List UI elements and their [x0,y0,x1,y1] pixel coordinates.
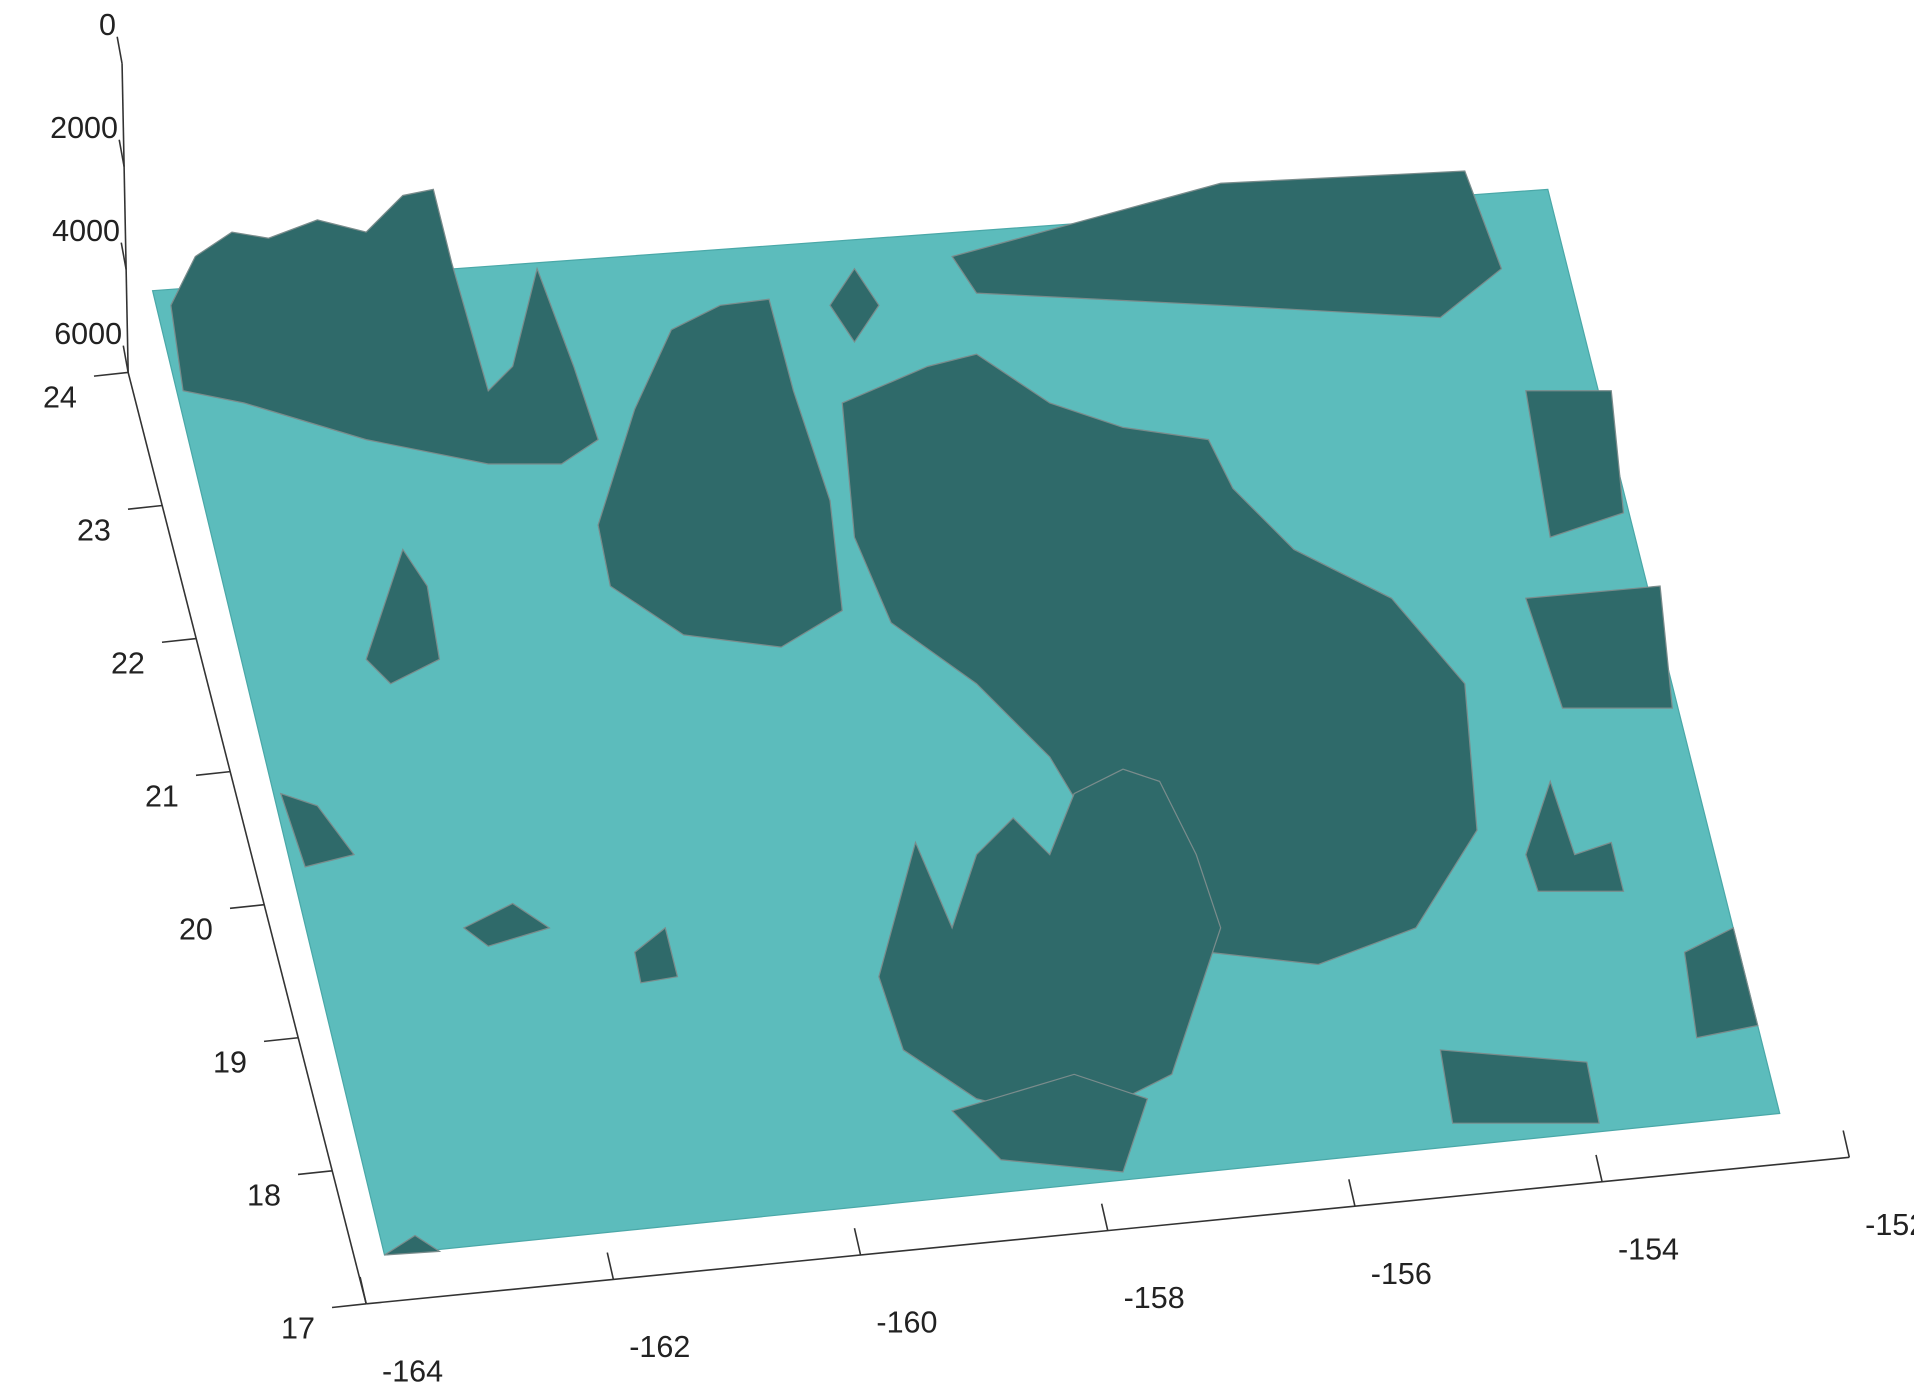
chart: -164 -162 -160 -158 -156 -154 -152 17 18 19 20 21 22… [0,0,1914,1387]
x-tick [1349,1179,1355,1206]
x-tick-label: -156 [1371,1257,1432,1291]
y-tick-label: 19 [213,1046,247,1080]
y-tick-label: 17 [281,1312,315,1346]
z-tick-label: 0 [99,8,116,42]
y-tick-label: 21 [145,780,179,814]
y-tick-label: 18 [247,1179,281,1213]
y-tick-label: 22 [111,646,145,680]
z-tick-label: 2000 [50,111,118,145]
x-tick [360,1277,366,1304]
z-axis [122,64,128,373]
y-tick [128,506,162,510]
x-tick-label: -154 [1618,1232,1679,1266]
x-tick-label: -160 [876,1306,937,1340]
y-tick [332,1304,366,1308]
x-tick [1102,1204,1108,1231]
y-tick [94,372,128,376]
x-tick [1596,1155,1602,1182]
page: -164 -162 -160 -158 -156 -154 -152 17 18 19 20 21 22… [0,0,1914,1387]
y-tick [162,639,196,643]
x-tick-label: -162 [629,1330,690,1364]
z-tick-label: 4000 [52,214,120,248]
x-tick-label: -152 [1865,1208,1914,1242]
x-tick-label: -158 [1124,1281,1185,1315]
y-tick-label: 20 [179,913,213,947]
z-tick-label: 6000 [54,317,122,351]
x-tick-label: -164 [382,1354,443,1387]
surface [153,171,1780,1255]
x-tick [1843,1130,1849,1157]
x-tick [854,1228,860,1255]
y-tick-label: 24 [43,380,77,414]
y-tick [298,1171,332,1175]
z-tick [117,37,122,64]
x-tick [607,1253,613,1280]
y-tick [230,905,264,909]
y-tick [196,772,230,776]
y-tick-label: 23 [77,513,111,547]
y-tick [264,1038,298,1042]
